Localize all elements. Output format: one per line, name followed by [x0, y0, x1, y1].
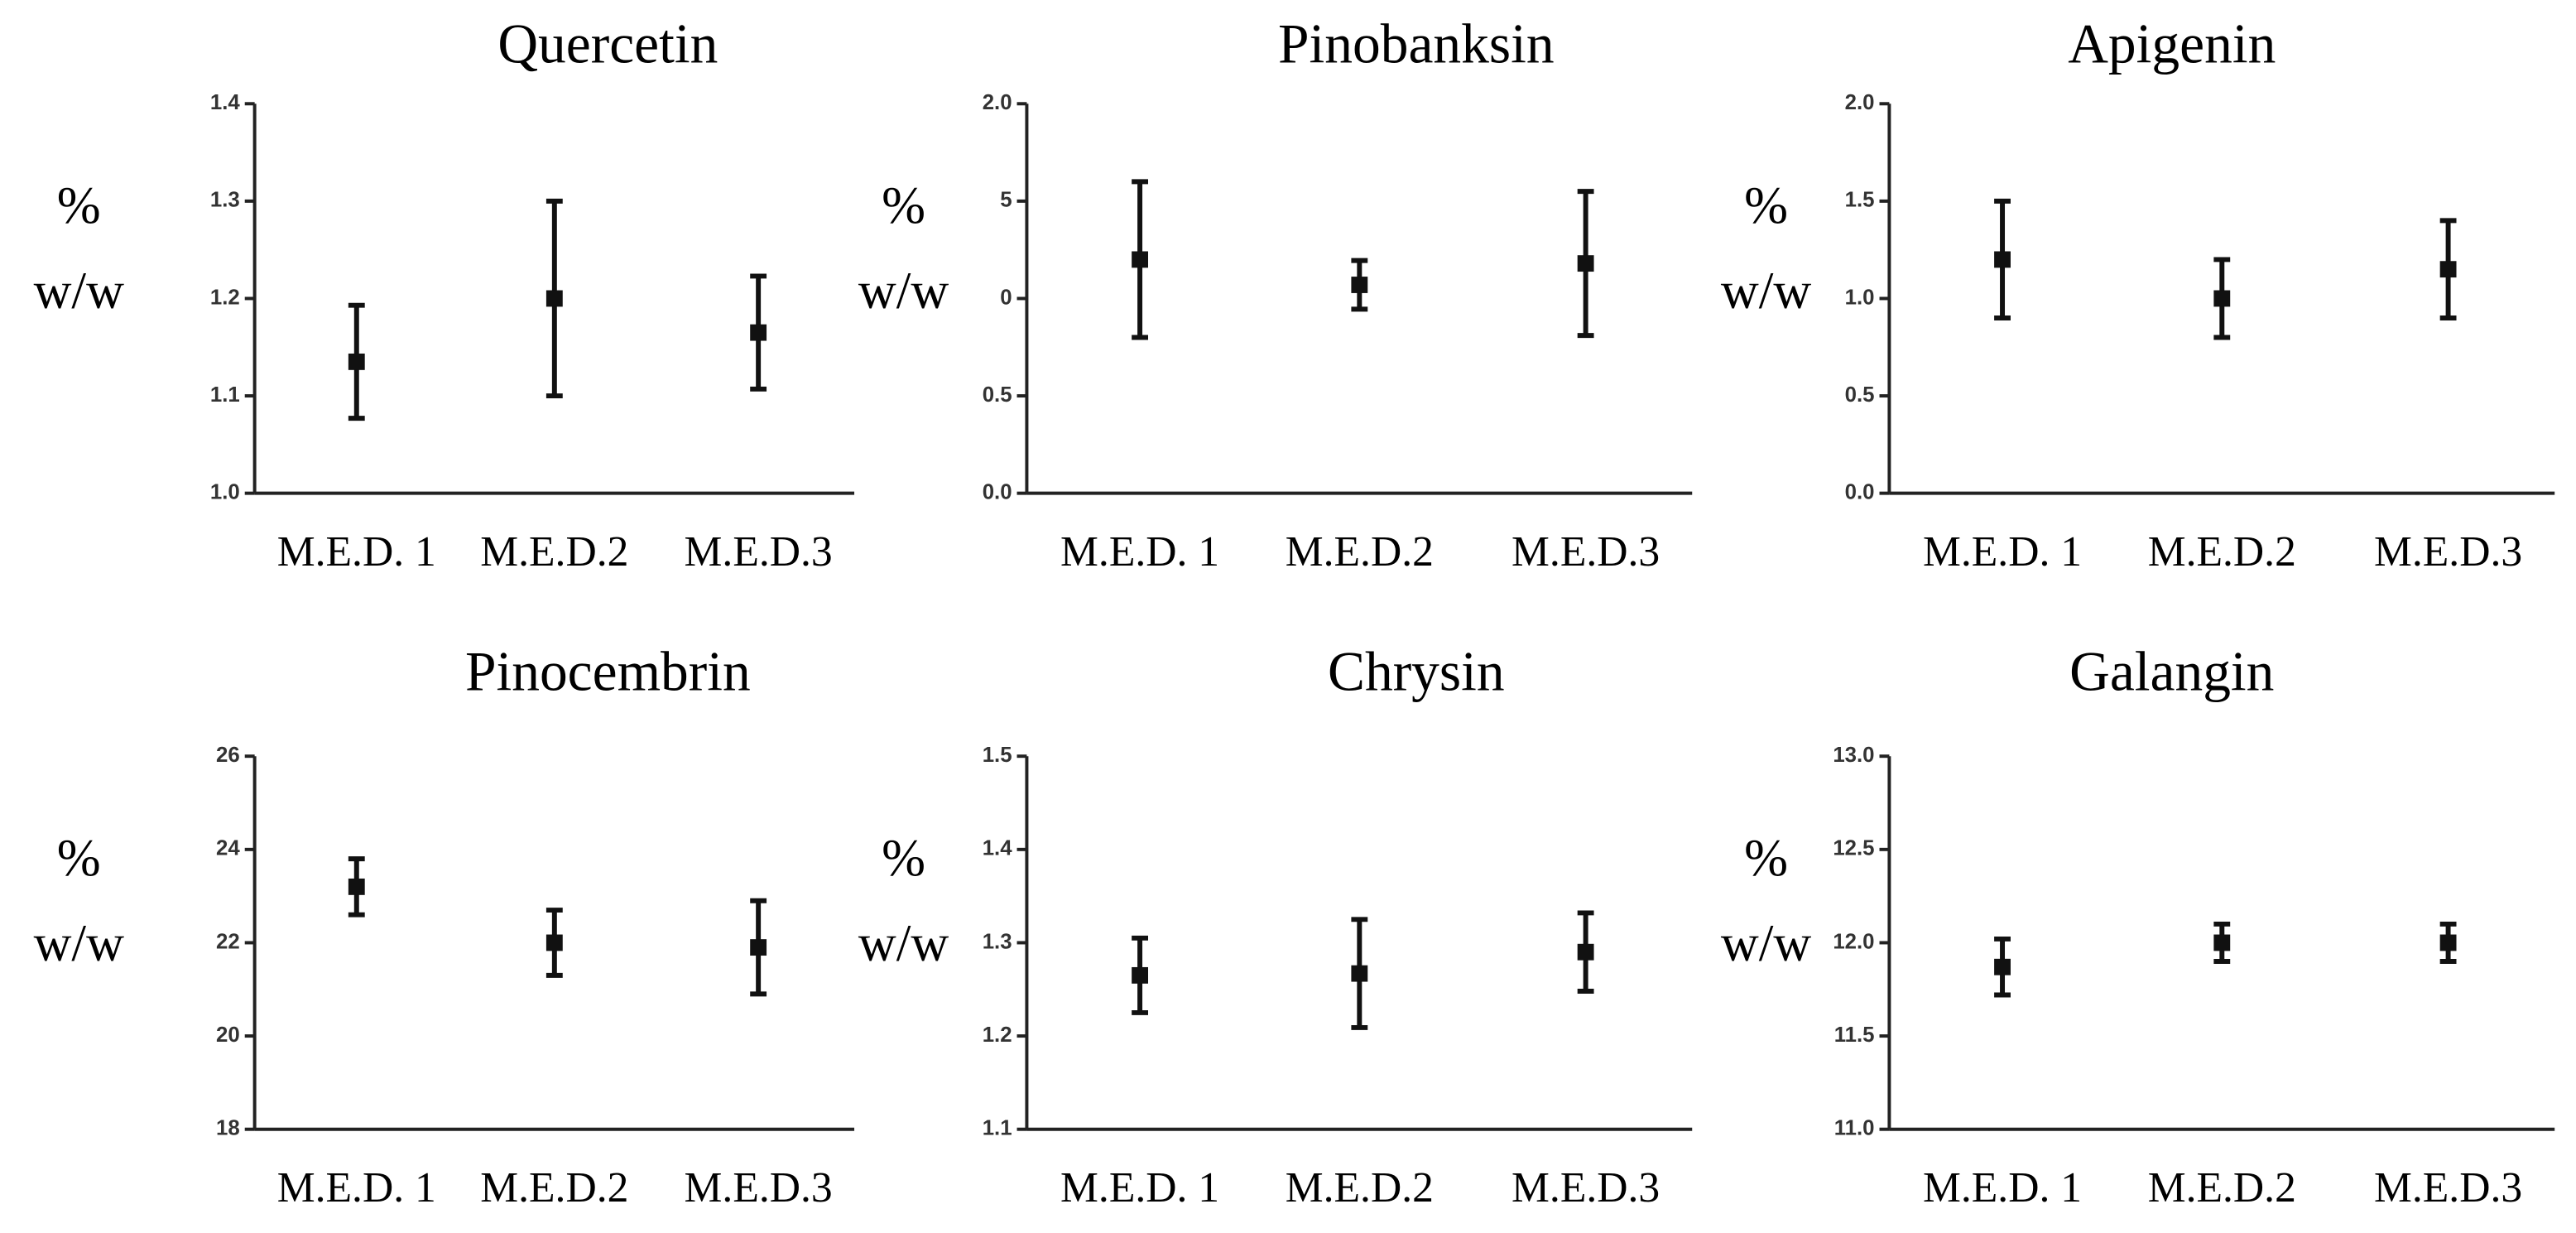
y-axis-label: % [882, 176, 925, 234]
x-tick-label: M.E.D.3 [685, 528, 833, 576]
y-tick-label: 1.1 [983, 1117, 1012, 1140]
y-tick-label: 12.5 [1833, 837, 1874, 860]
point [1132, 251, 1149, 268]
y-tick-label: 20 [216, 1023, 240, 1047]
x-tick-label: M.E.D.3 [685, 1164, 833, 1211]
chart-title: Galangin [2069, 640, 2274, 702]
y-tick-label: 2.0 [1845, 91, 1875, 114]
y-tick-label: 0.5 [983, 383, 1012, 407]
y-axis-label: % [1744, 828, 1788, 887]
y-axis-label: % [57, 828, 101, 887]
y-tick-label: 1.4 [983, 837, 1013, 860]
point [1351, 965, 1368, 982]
point [545, 290, 563, 307]
y-tick-label: 0.5 [1845, 383, 1875, 407]
point [1577, 255, 1594, 272]
y-tick-label: 0.0 [983, 480, 1012, 503]
y-tick-label: 13.0 [1833, 744, 1874, 767]
x-tick-label: M.E.D. 1 [1060, 1164, 1219, 1211]
point [1132, 966, 1149, 984]
y-axis-label: % [882, 828, 925, 887]
point [2213, 290, 2231, 307]
y-tick-label: 1.4 [210, 91, 241, 114]
x-tick-label: M.E.D. 1 [277, 528, 436, 576]
y-tick-label: 1.5 [1845, 189, 1875, 212]
point [2439, 261, 2457, 278]
y-tick-label: 1.3 [983, 930, 1012, 953]
y-tick-label: 26 [216, 744, 240, 767]
x-tick-label: M.E.D. 1 [1923, 1164, 2082, 1211]
x-tick-label: M.E.D.2 [1286, 528, 1434, 576]
y-tick-label: 0 [1000, 286, 1012, 309]
point [750, 939, 767, 956]
y-tick-label: 22 [216, 930, 240, 953]
y-axis-label: w/w [34, 261, 125, 320]
y-tick-label: 18 [216, 1117, 240, 1140]
y-tick-label: 1.5 [983, 744, 1012, 767]
x-tick-label: M.E.D.2 [480, 1164, 628, 1211]
x-tick-label: M.E.D.2 [2148, 1164, 2296, 1211]
y-axis-label: w/w [1721, 261, 1812, 320]
y-tick-label: 1.2 [983, 1023, 1012, 1047]
point [1577, 943, 1594, 961]
x-tick-label: M.E.D.3 [1511, 1164, 1660, 1211]
y-tick-label: 2.0 [983, 91, 1012, 114]
y-tick-label: 5 [1000, 189, 1012, 212]
x-tick-label: M.E.D. 1 [1060, 528, 1219, 576]
x-tick-label: M.E.D. 1 [277, 1164, 436, 1211]
point [2439, 934, 2457, 951]
y-axis-label: % [57, 176, 101, 234]
chart-title: Chrysin [1328, 640, 1505, 702]
y-axis-label: w/w [1721, 913, 1812, 972]
y-axis-label: % [1744, 176, 1788, 234]
y-tick-label: 1.2 [210, 286, 240, 309]
point [348, 353, 365, 370]
y-tick-label: 12.0 [1833, 930, 1874, 953]
x-tick-label: M.E.D. 1 [1923, 528, 2082, 576]
point [1994, 251, 2011, 268]
x-tick-label: M.E.D.2 [1286, 1164, 1434, 1211]
point [1994, 958, 2011, 975]
y-axis-label: w/w [858, 261, 949, 320]
y-tick-label: 1.0 [1845, 286, 1875, 309]
y-axis-label: w/w [858, 913, 949, 972]
point [1351, 277, 1368, 293]
point [2213, 934, 2231, 951]
chart-title: Apigenin [2068, 12, 2276, 75]
x-tick-label: M.E.D.3 [1511, 528, 1660, 576]
y-tick-label: 11.0 [1834, 1117, 1875, 1140]
point [545, 934, 563, 951]
chart-title: Quercetin [497, 12, 718, 75]
x-tick-label: M.E.D.3 [2374, 528, 2522, 576]
chart-title: Pinobanksin [1278, 12, 1555, 75]
y-tick-label: 1.3 [210, 189, 240, 212]
point [750, 324, 767, 341]
x-tick-label: M.E.D.3 [2374, 1164, 2522, 1211]
y-tick-label: 24 [216, 837, 240, 860]
y-tick-label: 1.0 [210, 480, 240, 503]
y-axis-label: w/w [34, 913, 125, 972]
point [348, 878, 365, 895]
x-tick-label: M.E.D.2 [2148, 528, 2296, 576]
y-tick-label: 1.1 [210, 383, 240, 407]
chart-title: Pinocembrin [465, 640, 751, 702]
y-tick-label: 0.0 [1845, 480, 1875, 503]
y-tick-label: 11.5 [1834, 1023, 1875, 1047]
x-tick-label: M.E.D.2 [480, 528, 628, 576]
